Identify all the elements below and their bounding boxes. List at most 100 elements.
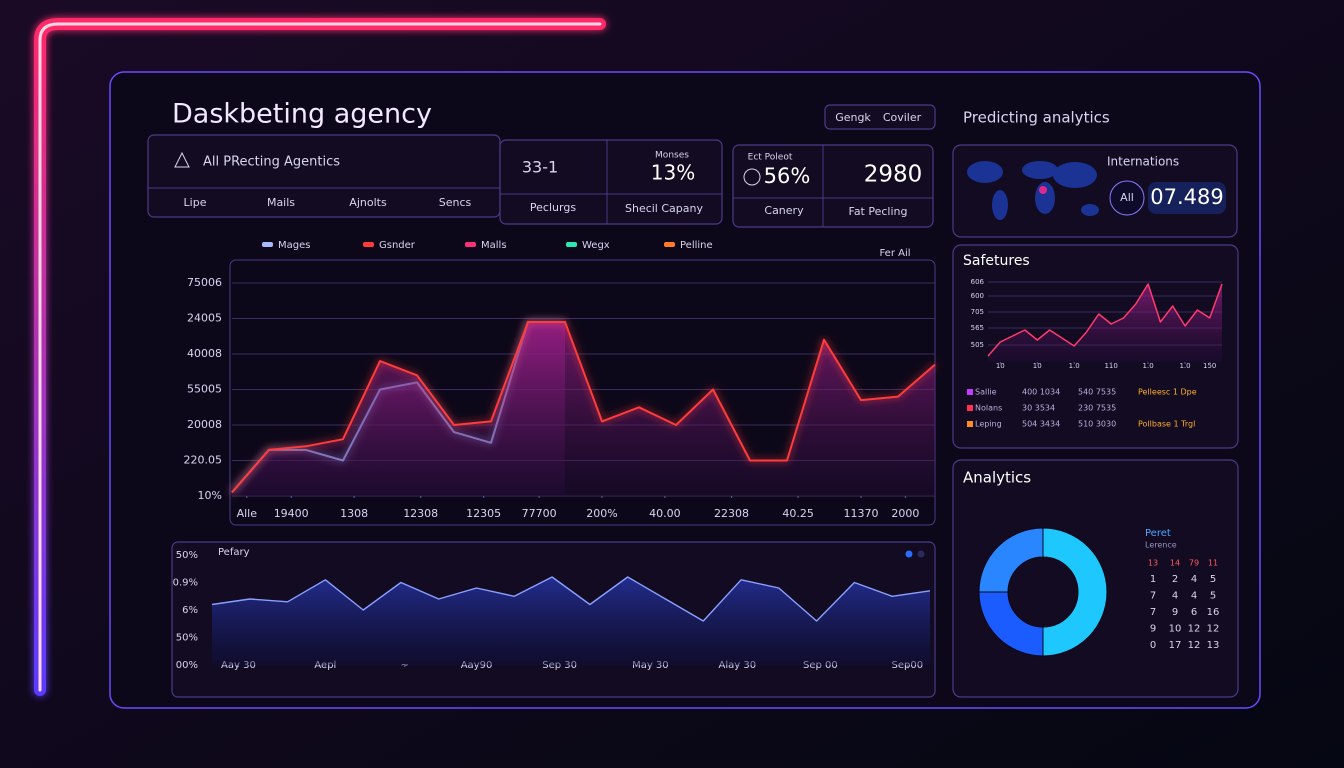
- y-tick-label: 50%: [176, 550, 198, 561]
- kpi-percent: 56%: [764, 164, 811, 188]
- x-tick-label: 40.00: [649, 507, 681, 520]
- y-tick-label: 55005: [187, 383, 222, 396]
- calendar-day[interactable]: 16: [1207, 607, 1220, 618]
- kpi-percent: 13%: [651, 161, 695, 185]
- tab[interactable]: Ajnolts: [349, 196, 387, 209]
- x-tick-label: 10: [1033, 362, 1042, 370]
- legend-cell: Nolans: [975, 404, 1002, 413]
- calendar-day[interactable]: 2: [1172, 574, 1178, 585]
- donut-segment: [978, 527, 1044, 593]
- badge: [1109, 180, 1145, 216]
- tab[interactable]: Sencs: [439, 196, 472, 209]
- legend-label: Malls: [481, 240, 507, 251]
- legend-cell: Leping: [975, 420, 1002, 429]
- y-tick-label: 606: [971, 278, 985, 286]
- button[interactable]: Coviler: [883, 111, 922, 124]
- calendar-head: 79: [1189, 559, 1199, 568]
- calendar-day[interactable]: 9: [1150, 624, 1156, 635]
- map-value: 07.489: [1150, 185, 1223, 209]
- y-tick-label: 600: [971, 292, 984, 300]
- legend-cell: 510 3030: [1078, 420, 1116, 429]
- kpi-value: 33-1: [522, 158, 558, 177]
- y-tick-label: 75006: [187, 276, 222, 289]
- panel-title: Analytics: [963, 469, 1031, 487]
- y-tick-label: 6%: [182, 605, 198, 616]
- kpi-card: [499, 139, 723, 225]
- dot: [905, 550, 913, 558]
- calendar-day[interactable]: 12: [1188, 624, 1201, 635]
- button-group[interactable]: [824, 104, 936, 130]
- x-tick-label: 40.25: [782, 507, 814, 520]
- tab[interactable]: Lipe: [184, 196, 207, 209]
- y-tick-label: 10%: [198, 489, 222, 502]
- badge-label: All: [1120, 191, 1134, 204]
- icon: [174, 151, 190, 168]
- calendar-day[interactable]: 4: [1191, 574, 1197, 585]
- calendar-day[interactable]: 1: [1150, 574, 1156, 585]
- x-tick-label: 200%: [586, 507, 617, 520]
- legend-label: Gsnder: [379, 240, 416, 251]
- y-tick-label: 505: [971, 341, 984, 349]
- x-tick-label: 1308: [340, 507, 368, 520]
- calendar-day[interactable]: 10: [1169, 624, 1182, 635]
- kpi-total: 2980: [864, 162, 923, 188]
- dot: [917, 550, 925, 558]
- button[interactable]: Gengk: [835, 111, 871, 124]
- tab[interactable]: Mails: [267, 196, 295, 209]
- calendar-day[interactable]: 4: [1191, 591, 1197, 602]
- y-tick-label: 20008: [187, 418, 222, 431]
- y-tick-label: 50%: [176, 633, 198, 644]
- x-tick-label: 1.0: [1069, 362, 1080, 370]
- chart-title: Pefary: [218, 547, 250, 558]
- x-tick-label: 11370: [844, 507, 879, 520]
- x-tick-label: 150: [1203, 362, 1216, 370]
- legend-swatch: [967, 389, 973, 395]
- y-tick-label: 0.9%: [173, 578, 198, 589]
- legend-cell: 400 1034: [1022, 388, 1060, 397]
- calendar-day[interactable]: 7: [1150, 607, 1156, 618]
- calendar-day[interactable]: 12: [1188, 640, 1201, 651]
- calendar-day[interactable]: 13: [1207, 640, 1220, 651]
- kpi-card: [732, 144, 934, 228]
- area: [212, 577, 930, 665]
- calendar-day[interactable]: 12: [1207, 624, 1220, 635]
- calendar-day[interactable]: 5: [1210, 574, 1216, 585]
- legend-swatch: [566, 242, 577, 247]
- legend-swatch: [967, 421, 973, 427]
- x-tick-label: 110: [1104, 362, 1117, 370]
- x-tick-label: 1.0: [1143, 362, 1154, 370]
- line: [987, 283, 1223, 357]
- legend-cell: Pollbase 1 Trgl: [1138, 420, 1195, 429]
- y-tick-label: 220.05: [184, 454, 223, 467]
- calendar-day[interactable]: 6: [1191, 607, 1197, 618]
- kpi-footer: Fat Pecling: [849, 205, 908, 218]
- calendar-day[interactable]: 7: [1150, 591, 1156, 602]
- calendar-day[interactable]: 9: [1172, 607, 1178, 618]
- y-tick-label: 40008: [187, 347, 222, 360]
- calendar-day[interactable]: 5: [1210, 591, 1216, 602]
- summary-title: All PRecting Agentics: [203, 155, 340, 170]
- link[interactable]: Fer Ail: [879, 248, 910, 259]
- x-tick-label: 19400: [274, 507, 309, 520]
- legend-swatch: [262, 242, 273, 247]
- calendar-day[interactable]: 0: [1150, 640, 1156, 651]
- kpi-footer: Canery: [764, 204, 804, 217]
- calendar-day[interactable]: 4: [1172, 591, 1178, 602]
- x-tick-label: 12308: [403, 507, 438, 520]
- x-tick-label: 12305: [466, 507, 501, 520]
- title: Daskbeting agency: [172, 99, 432, 130]
- world-map: [967, 161, 1099, 220]
- legend-swatch: [967, 405, 973, 411]
- calendar-day[interactable]: 17: [1169, 640, 1182, 651]
- side-title: Predicting analytics: [963, 109, 1110, 127]
- legend-cell: 540 7535: [1078, 388, 1116, 397]
- calendar-head: 11: [1208, 559, 1218, 568]
- legend-swatch: [363, 242, 374, 247]
- x-tick-label: 2000: [891, 507, 919, 520]
- calendar-title: Peret: [1145, 528, 1171, 539]
- y-tick-label: 705: [971, 308, 984, 316]
- x-tick-label: 77700: [522, 507, 557, 520]
- y-tick-label: 00%: [176, 660, 198, 671]
- area: [232, 322, 935, 496]
